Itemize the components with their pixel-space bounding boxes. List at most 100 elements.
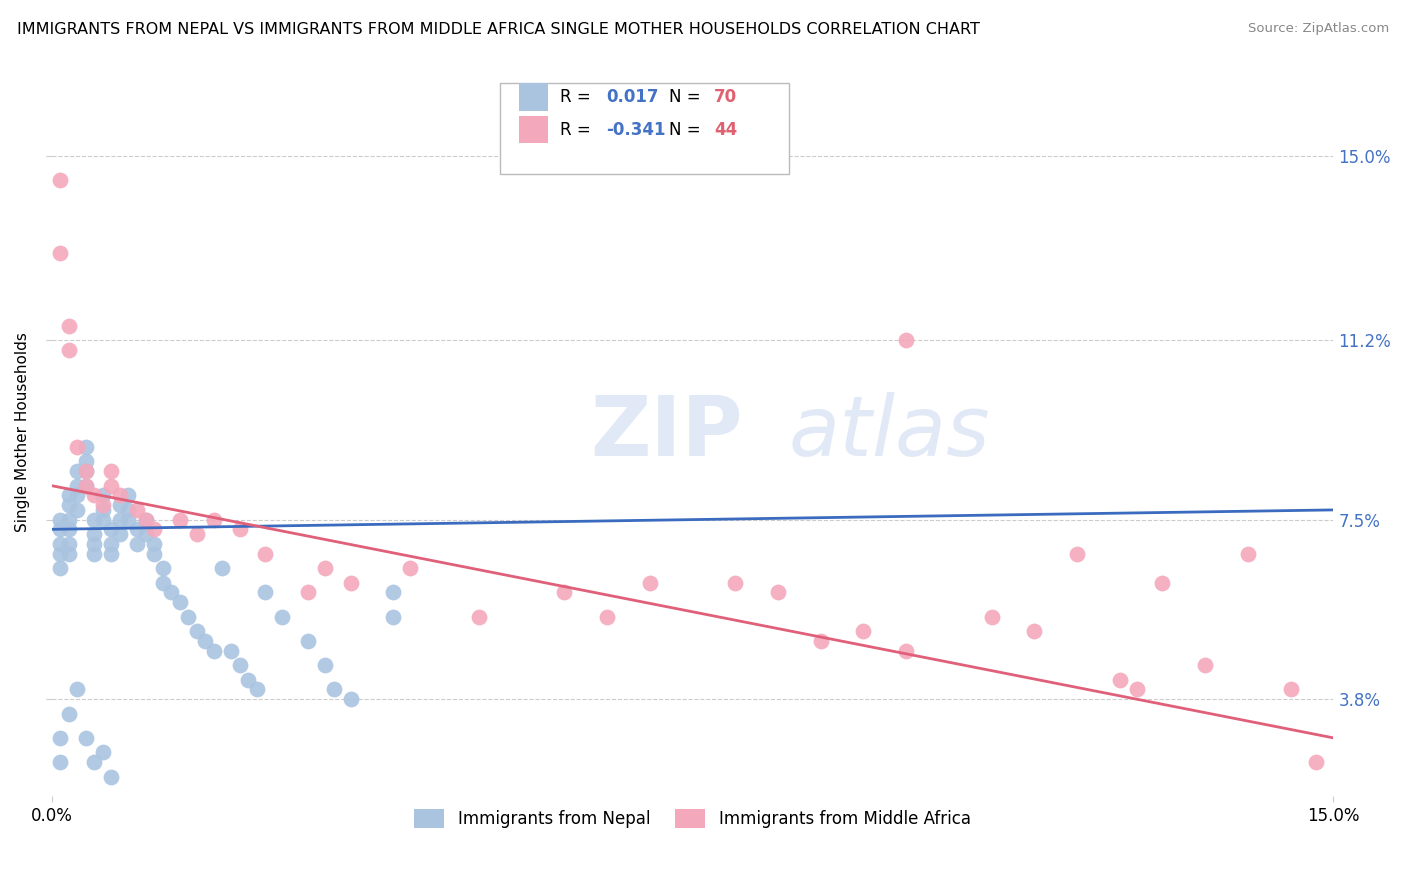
Point: [228, 522, 250, 536]
Point: [135, 527, 157, 541]
Point: [75, 464, 97, 478]
Text: 0.017: 0.017: [606, 88, 659, 106]
Point: [980, 609, 1002, 624]
Point: [194, 633, 217, 648]
Point: [228, 658, 250, 673]
Point: [75, 478, 97, 492]
Point: [108, 527, 131, 541]
Point: [219, 643, 242, 657]
Point: [135, 513, 157, 527]
Point: [382, 609, 405, 624]
Point: [1024, 624, 1046, 639]
Point: [468, 609, 491, 624]
Point: [135, 513, 157, 527]
Point: [75, 478, 97, 492]
Point: [83, 513, 105, 527]
Point: [339, 692, 361, 706]
Point: [100, 522, 122, 536]
Point: [169, 595, 191, 609]
Point: [211, 561, 233, 575]
Point: [75, 440, 97, 454]
Point: [254, 585, 277, 599]
Point: [169, 513, 191, 527]
Point: [100, 537, 122, 551]
Point: [58, 706, 80, 721]
Point: [160, 585, 183, 599]
Point: [1108, 673, 1130, 687]
Text: ZIP: ZIP: [591, 392, 742, 473]
Text: 70: 70: [714, 88, 737, 106]
Text: atlas: atlas: [789, 392, 990, 473]
Point: [75, 731, 97, 745]
Point: [66, 440, 89, 454]
Point: [66, 478, 89, 492]
Point: [100, 547, 122, 561]
Point: [638, 575, 661, 590]
Point: [297, 585, 319, 599]
Point: [1066, 547, 1088, 561]
Point: [91, 498, 114, 512]
Point: [117, 503, 139, 517]
Point: [49, 173, 72, 187]
Point: [58, 498, 80, 512]
Point: [49, 522, 72, 536]
Point: [271, 609, 294, 624]
Point: [108, 513, 131, 527]
Legend: Immigrants from Nepal, Immigrants from Middle Africa: Immigrants from Nepal, Immigrants from M…: [408, 803, 977, 835]
Point: [202, 643, 225, 657]
Point: [91, 513, 114, 527]
Point: [339, 575, 361, 590]
Point: [83, 547, 105, 561]
Point: [1305, 755, 1327, 769]
Text: N =: N =: [669, 120, 706, 138]
FancyBboxPatch shape: [519, 83, 547, 111]
Point: [58, 537, 80, 551]
Text: Source: ZipAtlas.com: Source: ZipAtlas.com: [1249, 22, 1389, 36]
Point: [596, 609, 619, 624]
Point: [58, 318, 80, 333]
Text: N =: N =: [669, 88, 706, 106]
Point: [49, 561, 72, 575]
Point: [724, 575, 747, 590]
Point: [58, 343, 80, 357]
Point: [297, 633, 319, 648]
Point: [83, 755, 105, 769]
Point: [100, 478, 122, 492]
Point: [49, 731, 72, 745]
Point: [66, 682, 89, 697]
Point: [49, 755, 72, 769]
Point: [75, 464, 97, 478]
Point: [399, 561, 422, 575]
Point: [108, 488, 131, 502]
Y-axis label: Single Mother Households: Single Mother Households: [15, 333, 30, 533]
Text: R =: R =: [561, 120, 596, 138]
Point: [314, 658, 336, 673]
Point: [75, 454, 97, 468]
Text: -0.341: -0.341: [606, 120, 666, 138]
FancyBboxPatch shape: [501, 83, 789, 174]
Point: [83, 488, 105, 502]
Point: [1126, 682, 1149, 697]
Point: [83, 527, 105, 541]
Point: [177, 609, 200, 624]
Point: [810, 633, 832, 648]
Point: [894, 643, 917, 657]
Text: 44: 44: [714, 120, 738, 138]
Point: [143, 522, 166, 536]
Point: [1237, 547, 1260, 561]
Point: [125, 503, 148, 517]
Point: [49, 513, 72, 527]
Point: [186, 624, 208, 639]
Point: [152, 575, 174, 590]
Point: [1194, 658, 1216, 673]
Point: [66, 464, 89, 478]
Point: [58, 522, 80, 536]
Point: [852, 624, 875, 639]
Point: [202, 513, 225, 527]
Point: [91, 488, 114, 502]
Point: [100, 464, 122, 478]
Point: [117, 513, 139, 527]
Point: [246, 682, 269, 697]
Point: [894, 333, 917, 347]
Point: [91, 503, 114, 517]
